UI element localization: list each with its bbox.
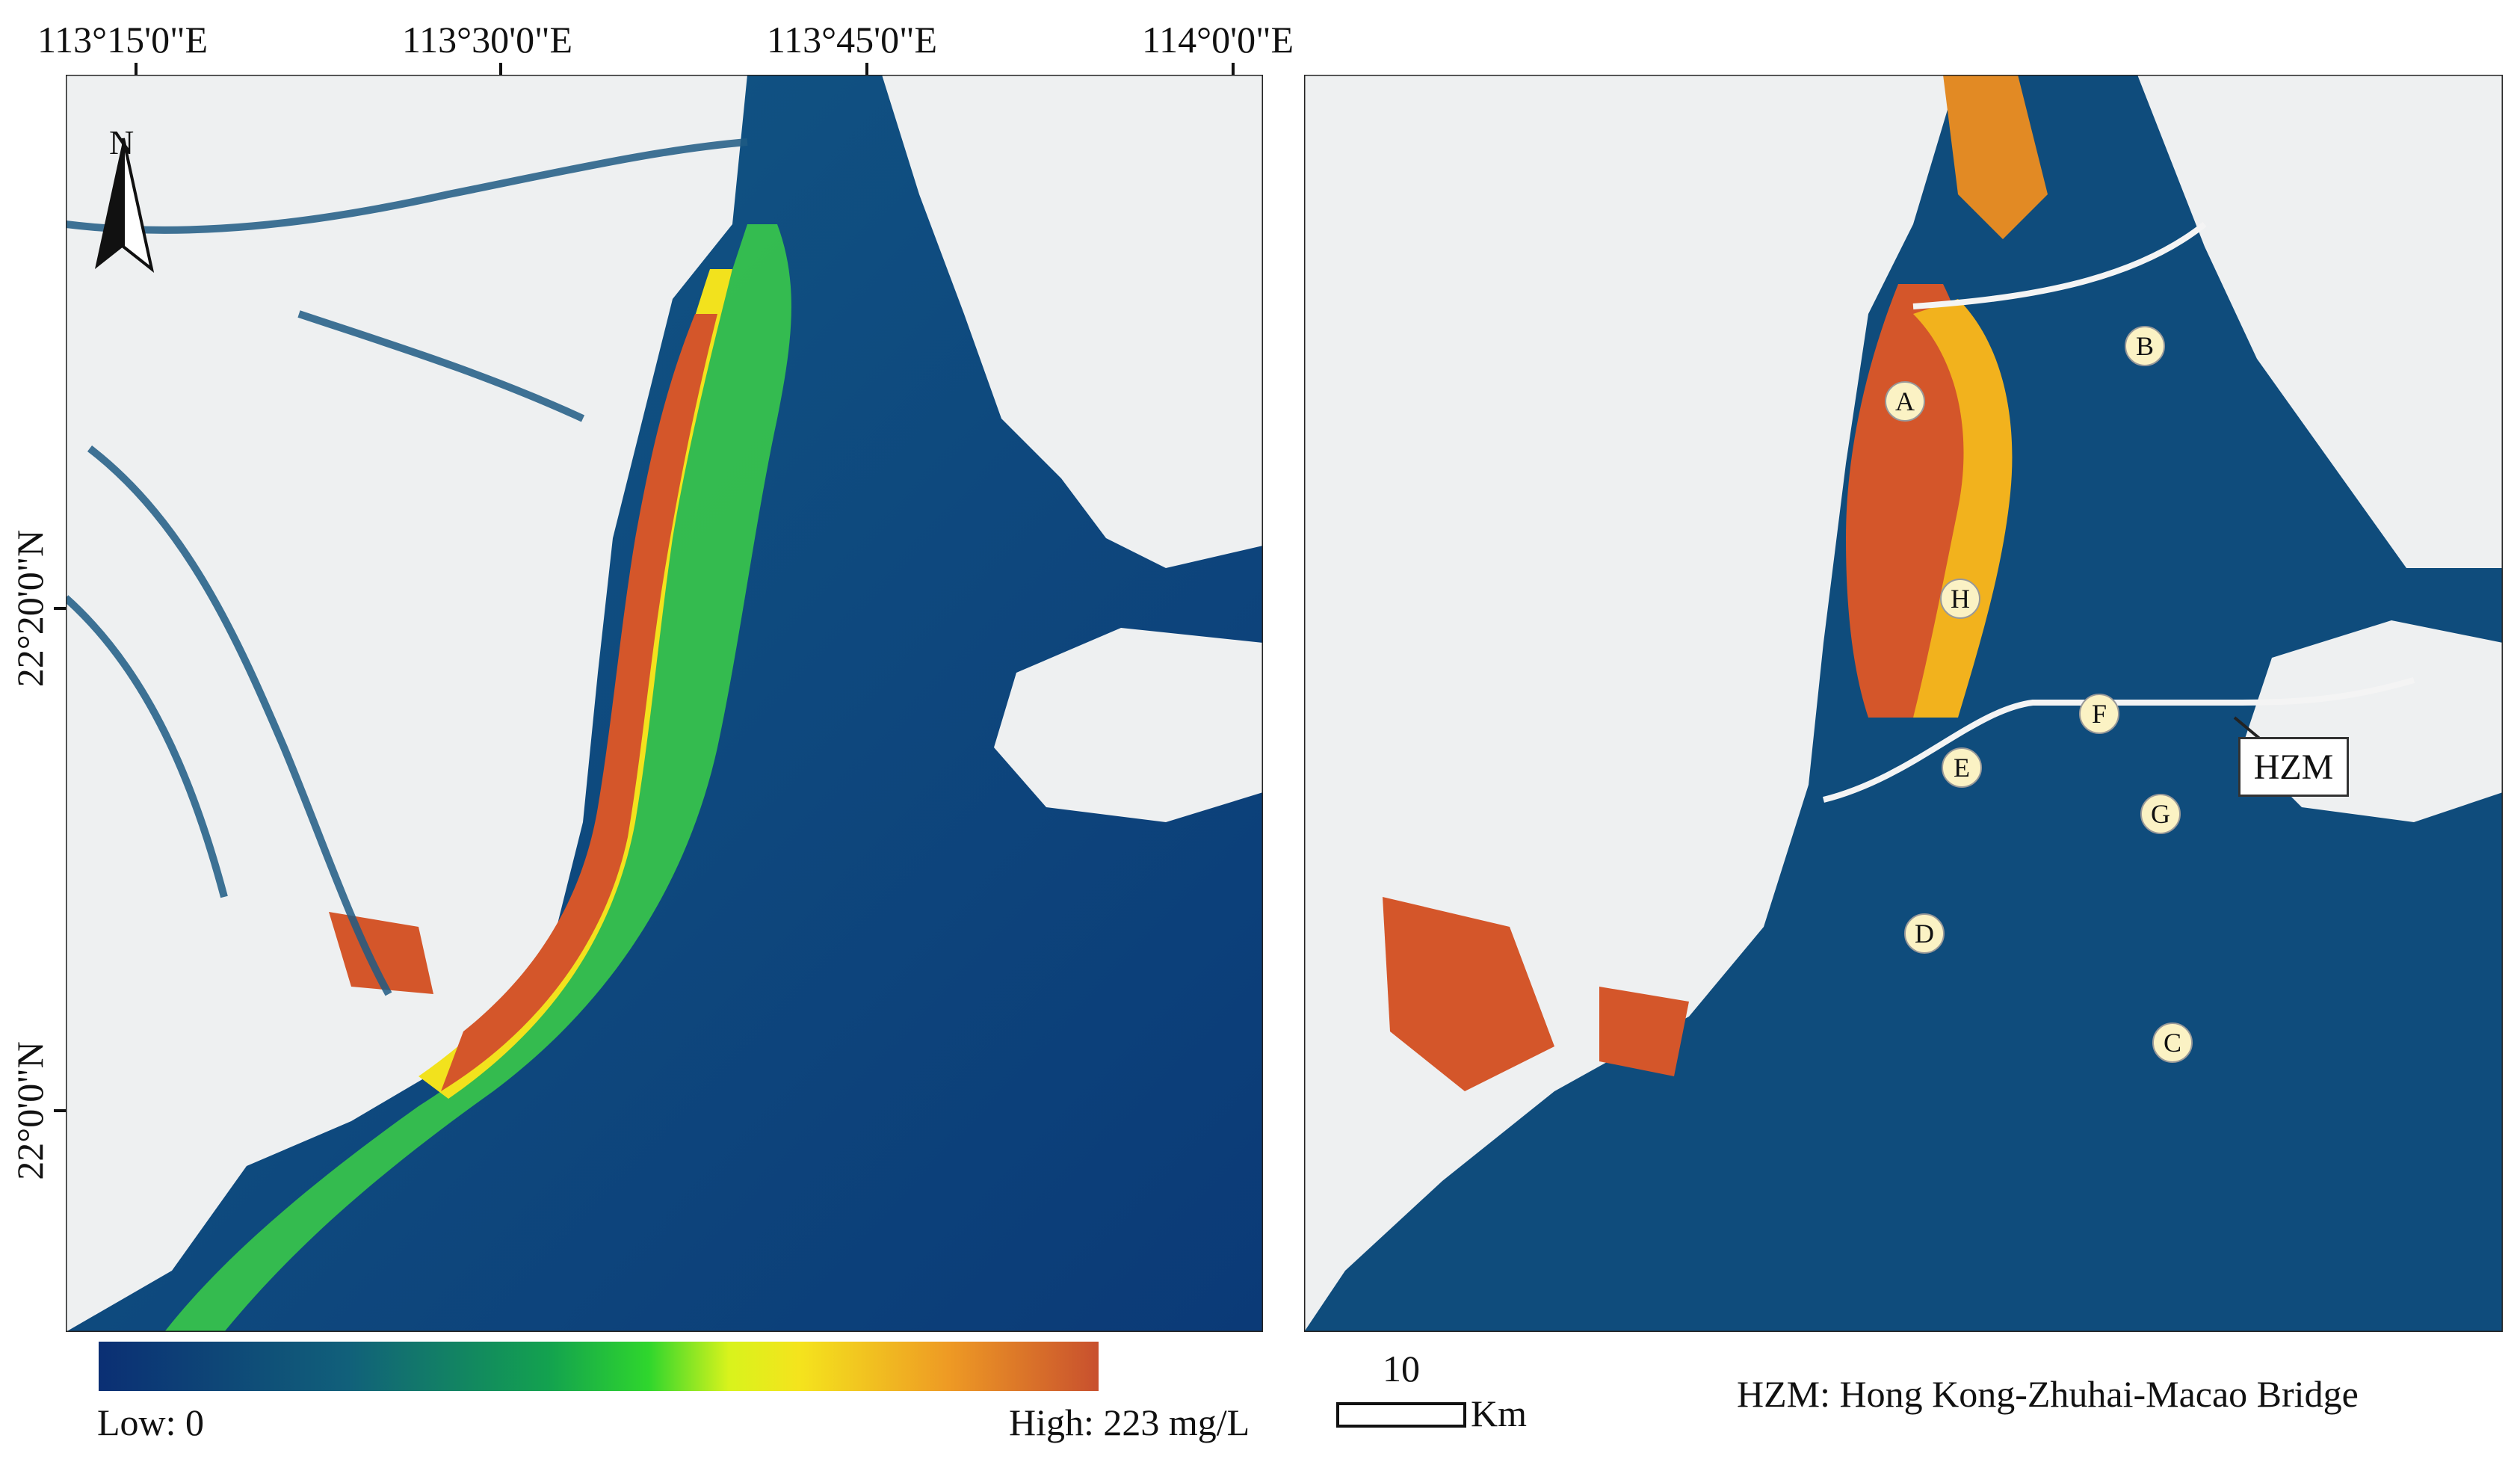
site-marker-e: E <box>1942 747 1982 788</box>
legend-low-label: Low: 0 <box>97 1401 205 1443</box>
site-marker-f: F <box>2079 694 2119 734</box>
longitude-label: 113°45'0"E <box>767 19 938 61</box>
scale-bar-value: 10 <box>1383 1348 1420 1389</box>
site-marker-d: D <box>1904 913 1945 954</box>
site-marker-g: G <box>2140 794 2181 834</box>
east-land <box>882 75 1263 568</box>
latitude-label: 22°0'0"N <box>9 1041 51 1180</box>
scale-bar-unit: Km <box>1471 1392 1527 1434</box>
north-label: N <box>109 123 135 161</box>
site-marker-a: A <box>1885 381 1925 422</box>
left-map-panel <box>66 75 1263 1332</box>
north-arrow-icon <box>95 138 155 274</box>
scale-bar <box>1336 1402 1466 1428</box>
longitude-label: 113°15'0"E <box>37 19 209 61</box>
legend-high-label: High: 223 mg/L <box>1009 1401 1250 1443</box>
site-marker-b: B <box>2125 326 2165 366</box>
legend-color-bar <box>99 1342 1099 1391</box>
longitude-label: 113°30'0"E <box>402 19 573 61</box>
longitude-label: 114°0'0"E <box>1142 19 1294 61</box>
latitude-label: 22°20'0"N <box>9 529 51 688</box>
turbid-plume <box>164 224 791 1332</box>
west-land <box>66 75 747 1332</box>
east-island-land <box>994 628 1263 822</box>
site-marker-h: H <box>1940 579 1980 619</box>
right-map-panel <box>1304 75 2503 1332</box>
bridge-upper <box>1912 221 2207 309</box>
site-marker-c: C <box>2152 1022 2193 1063</box>
hzm-bridge <box>1823 677 2415 803</box>
abbreviation-note: HZM: Hong Kong-Zhuhai-Macao Bridge <box>1737 1373 2359 1415</box>
hzm-callout: HZM <box>2238 737 2349 797</box>
east-land-right <box>2137 75 2503 568</box>
